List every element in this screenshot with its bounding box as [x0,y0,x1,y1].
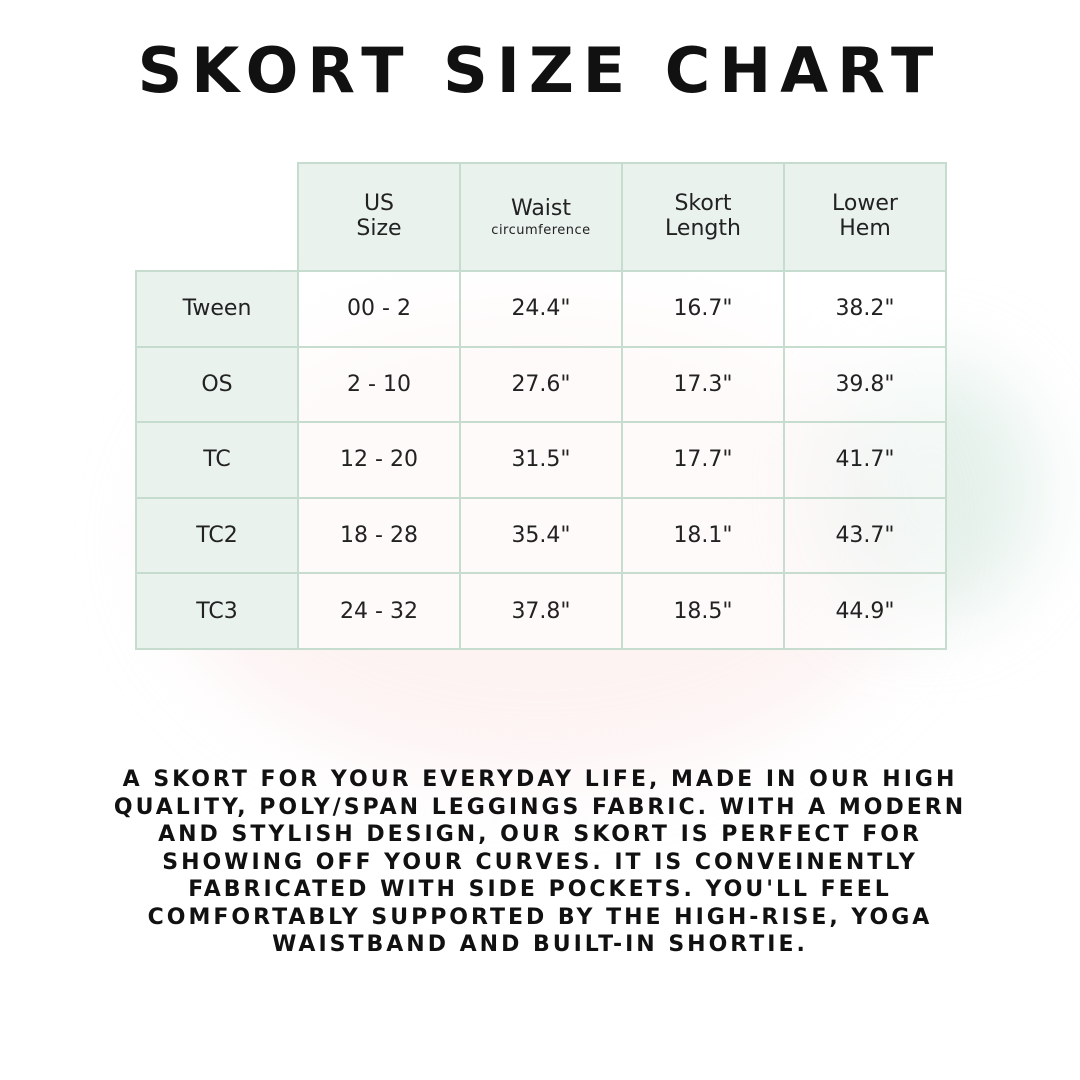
table-cell: 37.8" [459,572,623,650]
table-cell: 31.5" [459,421,623,499]
table-cell: 35.4" [459,496,623,575]
row-label: TC2 [135,496,299,575]
product-description: A SKORT FOR YOUR EVERYDAY LIFE, MADE IN … [0,766,1080,959]
table-cell: 16.7" [621,270,785,348]
description-line: A SKORT FOR YOUR EVERYDAY LIFE, MADE IN … [122,767,958,792]
description-line: QUALITY, POLY/SPAN LEGGINGS FABRIC. WITH… [113,794,967,820]
table-cell: 24 - 32 [297,572,461,650]
column-header: Waist circumference [459,162,623,272]
table-cell: 27.6" [459,345,623,424]
row-label: Tween [135,270,299,348]
header-line1: US [363,191,395,216]
table-cell: 2 - 10 [297,345,461,424]
description-line: AND STYLISH DESIGN, OUR SKORT IS PERFECT… [158,822,922,847]
table-cell: 39.8" [783,345,947,424]
table-cell: 18.5" [621,572,785,650]
page-title: SKORT SIZE CHART [137,34,943,107]
row-label: TC [135,421,299,499]
column-header: US Size [297,162,461,272]
description-line: WAISTBAND AND BUILT-IN SHORTIE. [272,932,808,957]
header-line1: Waist [510,196,572,221]
table-cell: 18.1" [621,496,785,575]
row-label: TC3 [135,572,299,650]
row-label: OS [135,345,299,424]
description-line: FABRICATED WITH SIDE POCKETS. YOU'LL FEE… [188,877,892,902]
table-cell: 00 - 2 [297,270,461,348]
table-cell: 18 - 28 [297,496,461,575]
table-cell: 44.9" [783,572,947,650]
header-line2: Length [665,216,741,241]
description-line: COMFORTABLY SUPPORTED BY THE HIGH-RISE, … [147,904,933,930]
table-cell: 12 - 20 [297,421,461,499]
header-line1: Skort [674,191,732,216]
column-header: Lower Hem [783,162,947,272]
header-line2: Size [356,216,402,241]
header-sub: circumference [491,223,591,238]
table-cell: 41.7" [783,421,947,499]
table-cell: 38.2" [783,270,947,348]
table-cell: 43.7" [783,496,947,575]
table-cell: 17.3" [621,345,785,424]
size-table: US Size Waist circumference Skort Length Lower… [135,162,947,650]
table-cell: 17.7" [621,421,785,499]
table-cell: 24.4" [459,270,623,348]
column-header: Skort Length [621,162,785,272]
header-line2: Hem [839,216,891,241]
description-line: SHOWING OFF YOUR CURVES. IT IS CONVEINEN… [162,849,918,875]
header-line1: Lower [832,191,898,216]
